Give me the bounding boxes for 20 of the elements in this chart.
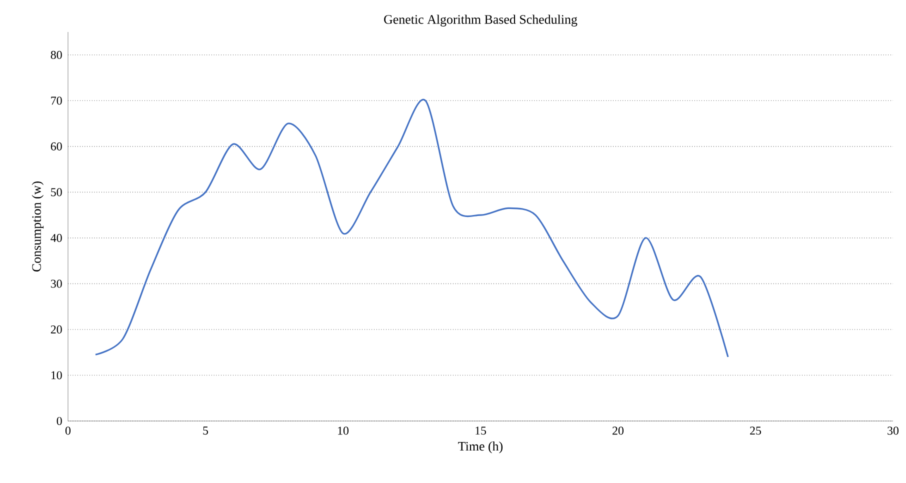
y-tick-label: 20 xyxy=(50,325,62,334)
y-tick-label: 0 xyxy=(56,416,62,426)
y-tick-label: 70 xyxy=(51,96,62,105)
y-axis-title: Consumption (w) xyxy=(32,182,44,272)
x-axis-title: Time (h) xyxy=(458,442,503,454)
y-tick-label: 30 xyxy=(50,280,62,288)
x-tick-label: 25 xyxy=(750,426,762,435)
y-tick-label: 50 xyxy=(51,188,62,196)
x-tick-label: 0 xyxy=(65,426,71,435)
x-tick-label: 10 xyxy=(338,426,349,435)
x-tick-label: 20 xyxy=(612,426,624,435)
x-tick-label: 5 xyxy=(203,426,208,435)
chart-title: Genetic Algorithm Based Scheduling xyxy=(384,14,578,26)
y-tick-label: 80 xyxy=(50,50,62,59)
y-tick-label: 10 xyxy=(51,371,62,380)
x-tick-label: 30 xyxy=(888,426,899,435)
line-series xyxy=(94,100,729,358)
y-tick-label: 60 xyxy=(50,142,62,150)
x-tick-label: 15 xyxy=(476,426,486,435)
y-tick-label: 40 xyxy=(50,234,62,242)
